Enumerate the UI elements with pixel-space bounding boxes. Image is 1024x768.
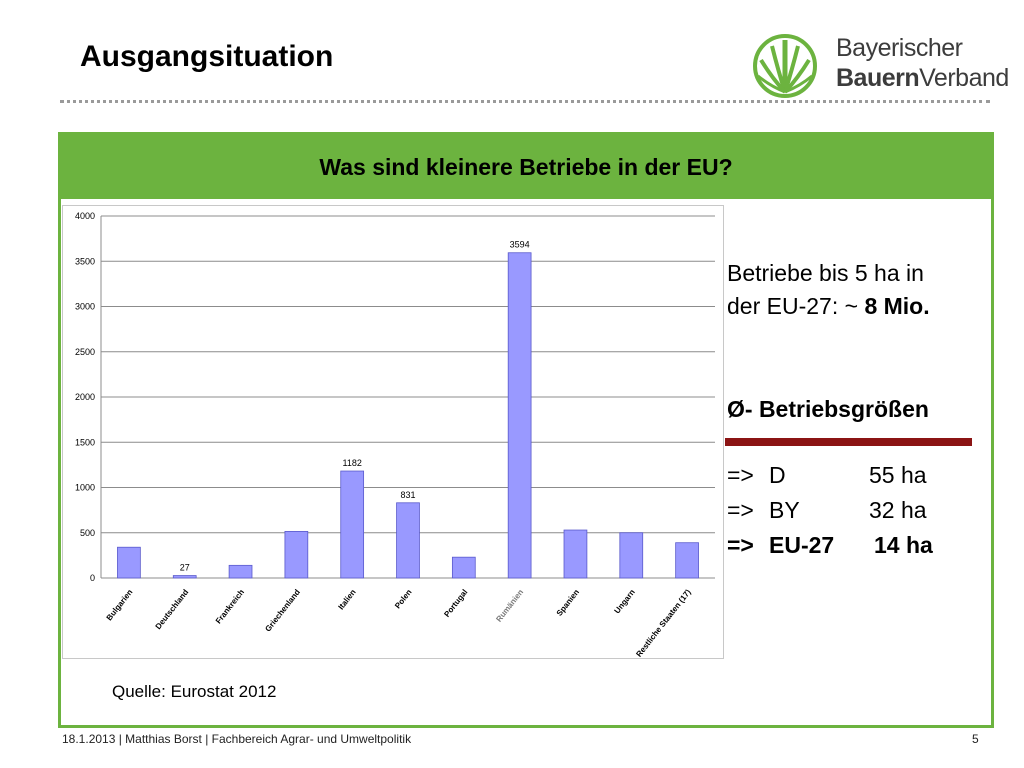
bar	[563, 529, 588, 579]
data-label: 831	[400, 490, 415, 500]
small-farms-line1: Betriebe bis 5 ha in	[727, 260, 924, 286]
small-farms-line2: der EU-27: ~ 8 Mio.	[727, 290, 930, 323]
page-title: Ausgangsituation	[80, 40, 334, 73]
y-tick-label: 3500	[75, 256, 95, 266]
small-farms-text: Betriebe bis 5 ha in der EU-27: ~ 8 Mio.	[727, 257, 930, 323]
y-tick-label: 2500	[75, 347, 95, 357]
bar	[117, 546, 141, 579]
bar	[675, 542, 699, 579]
x-tick-label: Restliche Staaten (17)	[634, 587, 692, 658]
x-tick-label: Rumänien	[494, 588, 525, 624]
frame-header: Was sind kleinere Betriebe in der EU?	[61, 135, 991, 199]
page-number: 5	[972, 732, 979, 746]
y-tick-label: 3000	[75, 302, 95, 312]
y-tick-label: 4000	[75, 211, 95, 221]
logo-text-bold: Bauern	[836, 64, 920, 92]
small-farms-count: 8 Mio.	[864, 293, 930, 319]
logo: Bayerischer BauernVerband	[752, 30, 1009, 102]
y-tick-label: 1000	[75, 483, 95, 493]
bar	[340, 470, 365, 579]
wheat-sheaf-icon	[753, 34, 817, 98]
source-note: Quelle: Eurostat 2012	[112, 682, 277, 701]
comparison-value: 32 ha	[869, 497, 927, 523]
title-divider	[60, 100, 990, 103]
footer-text: 18.1.2013 | Matthias Borst | Fachbereich…	[62, 732, 412, 746]
comparison-value: 55 ha	[869, 462, 927, 488]
y-tick-label: 500	[80, 528, 95, 538]
logo-text-regular: Verband	[919, 64, 1009, 92]
bar	[228, 564, 253, 579]
data-label: 1182	[343, 458, 362, 468]
x-tick-label: Portugal	[442, 588, 469, 619]
small-farms-line2-prefix: der EU-27: ~	[727, 293, 865, 319]
x-tick-label: Spanien	[555, 588, 581, 618]
bar	[507, 252, 532, 579]
bar	[396, 502, 420, 579]
data-label: 3594	[510, 240, 530, 250]
x-tick-label: Frankreich	[214, 588, 246, 626]
chart-container: 0 500 1000 1500 2000 2500 3000 3500 4000 Bulgarie…	[62, 205, 724, 659]
y-tick-label: 1500	[75, 437, 95, 447]
y-tick-label: 0	[90, 573, 95, 583]
bar-chart: 0 500 1000 1500 2000 2500 3000 3500 4000 Bulgarie…	[75, 211, 715, 659]
comparison-arrow: =>	[727, 532, 754, 558]
avg-size-heading: Ø- Betriebsgrößen	[727, 396, 929, 422]
data-label: 27	[180, 563, 190, 573]
bar	[619, 532, 644, 579]
comparison-arrow: =>	[727, 497, 754, 523]
bar	[172, 575, 197, 579]
side-divider	[725, 438, 972, 446]
frame-header-title: Was sind kleinere Betriebe in der EU?	[319, 153, 733, 180]
comparison-arrow: =>	[727, 462, 754, 488]
comparison-value: 14 ha	[874, 532, 933, 558]
x-tick-label: Bulgarien	[105, 588, 135, 623]
logo-text-line2: BauernVerband	[836, 64, 1009, 93]
comparison-region: EU-27	[769, 532, 835, 558]
x-tick-label: Griechenland	[263, 588, 302, 634]
y-tick-label: 2000	[75, 392, 95, 402]
x-tick-label: Polen	[393, 588, 414, 611]
x-tick-label: Deutschland	[154, 588, 191, 631]
comparison-region: D	[769, 462, 786, 488]
bar	[451, 556, 476, 579]
bar	[284, 530, 309, 579]
x-tick-label: Ungarn	[613, 588, 637, 616]
x-tick-label: Italien	[336, 588, 357, 612]
comparison-region: BY	[769, 497, 800, 523]
logo-text-line1: Bayerischer	[836, 34, 963, 62]
